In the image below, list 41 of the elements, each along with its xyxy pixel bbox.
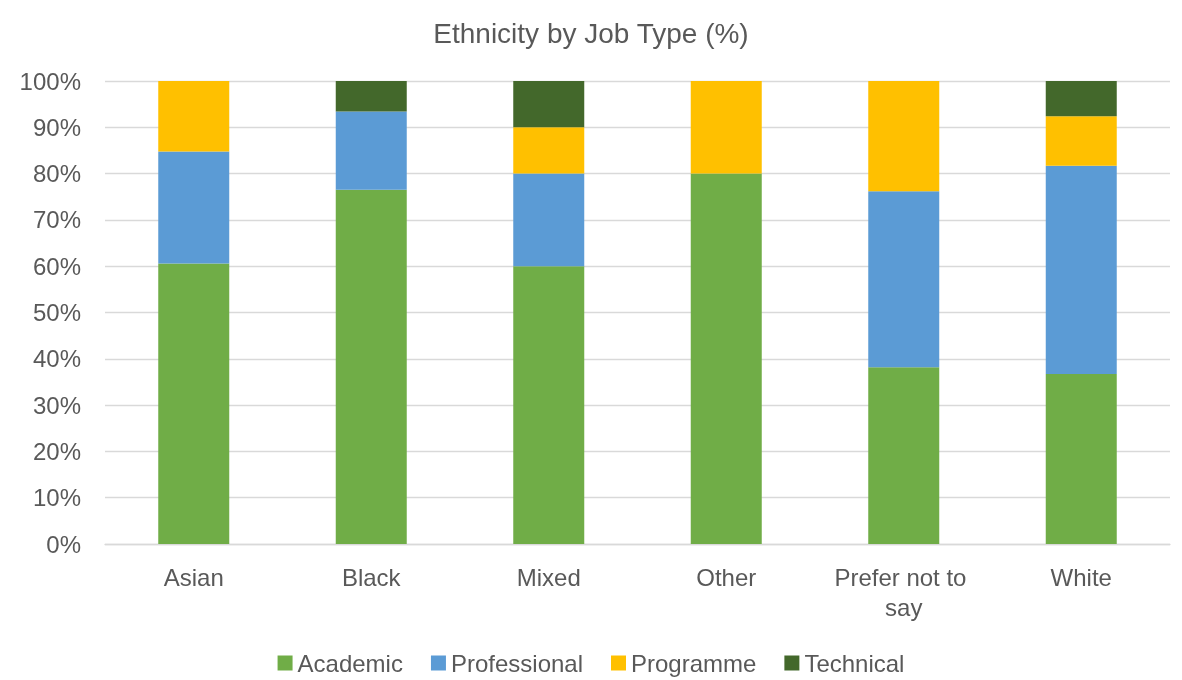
bar: [335, 111, 407, 190]
bar: [1045, 81, 1117, 117]
bar: [513, 81, 585, 128]
y-tick-label: 100%: [19, 67, 81, 95]
legend-label: Academic: [297, 649, 403, 677]
y-tick-label: 0%: [46, 530, 81, 558]
x-tick-label: Prefer not to say: [834, 563, 974, 621]
x-tick-label: Mixed: [516, 563, 581, 591]
x-tick-label: Asian: [163, 563, 224, 591]
bar: [1045, 165, 1117, 375]
y-tick-label: 40%: [32, 345, 81, 373]
y-tick-label: 50%: [32, 299, 81, 326]
bar: [513, 266, 585, 544]
bar: [513, 173, 585, 267]
y-tick-label: 20%: [32, 437, 81, 465]
bar: [868, 191, 940, 368]
y-tick-label: 90%: [32, 113, 81, 141]
bar: [868, 81, 940, 192]
bar: [335, 189, 407, 544]
bar: [158, 81, 230, 152]
x-tick-label: White: [1050, 563, 1112, 591]
bar: [513, 127, 585, 174]
y-tick-label: 60%: [32, 252, 81, 280]
bar: [158, 263, 230, 544]
legend-label: Technical: [804, 649, 905, 677]
legend-label: Professional: [450, 649, 584, 677]
legend-label: Programme: [631, 649, 757, 677]
chart-title: Ethnicity by Job Type (%): [433, 17, 749, 49]
bar: [1045, 116, 1117, 166]
bar: [868, 367, 940, 544]
bar: [690, 81, 762, 174]
y-tick-label: 70%: [32, 206, 81, 234]
y-tick-label: 80%: [32, 160, 81, 188]
bar: [690, 173, 762, 544]
y-tick-label: 10%: [32, 484, 81, 512]
y-tick-label: 30%: [32, 391, 81, 419]
bar: [1045, 374, 1117, 544]
x-tick-label: Black: [341, 563, 402, 591]
x-tick-label: Other: [696, 563, 757, 591]
bar: [335, 81, 407, 112]
bar: [158, 151, 230, 264]
